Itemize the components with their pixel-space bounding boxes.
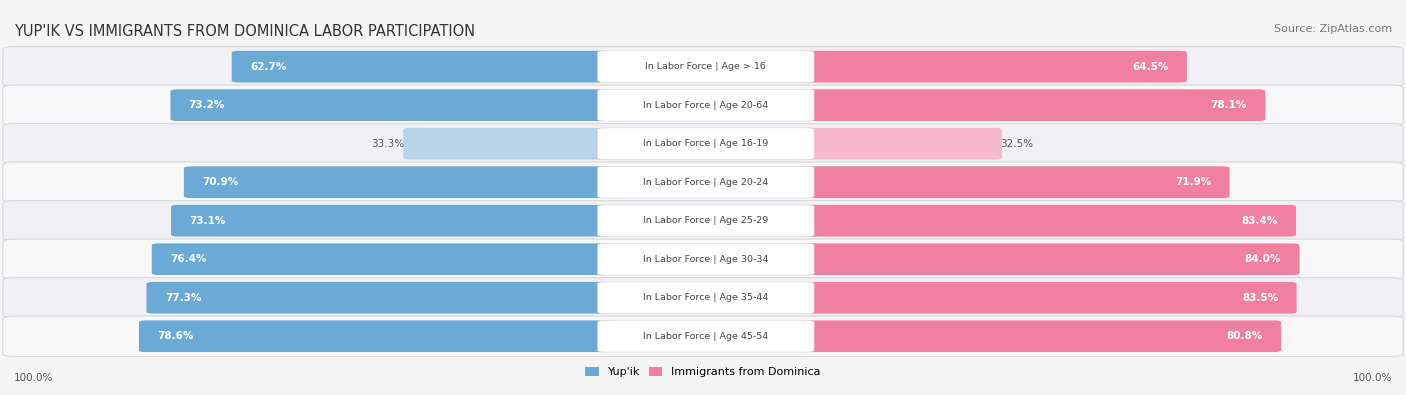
Text: 84.0%: 84.0%	[1244, 254, 1281, 264]
FancyBboxPatch shape	[800, 320, 1281, 352]
Text: 100.0%: 100.0%	[14, 373, 53, 383]
FancyBboxPatch shape	[139, 320, 612, 352]
FancyBboxPatch shape	[800, 166, 1230, 198]
Text: In Labor Force | Age 25-29: In Labor Force | Age 25-29	[643, 216, 769, 225]
Text: 77.3%: 77.3%	[165, 293, 201, 303]
Text: YUP'IK VS IMMIGRANTS FROM DOMINICA LABOR PARTICIPATION: YUP'IK VS IMMIGRANTS FROM DOMINICA LABOR…	[14, 24, 475, 39]
Text: 78.1%: 78.1%	[1211, 100, 1247, 110]
FancyBboxPatch shape	[598, 89, 814, 121]
FancyBboxPatch shape	[3, 316, 1403, 356]
FancyBboxPatch shape	[3, 47, 1403, 87]
FancyBboxPatch shape	[598, 205, 814, 237]
FancyBboxPatch shape	[800, 205, 1296, 237]
Text: In Labor Force | Age > 16: In Labor Force | Age > 16	[645, 62, 766, 71]
FancyBboxPatch shape	[598, 128, 814, 160]
Text: In Labor Force | Age 16-19: In Labor Force | Age 16-19	[643, 139, 769, 148]
Text: 83.5%: 83.5%	[1241, 293, 1278, 303]
Text: 76.4%: 76.4%	[170, 254, 207, 264]
Text: 83.4%: 83.4%	[1241, 216, 1278, 226]
FancyBboxPatch shape	[404, 128, 612, 160]
FancyBboxPatch shape	[800, 89, 1265, 121]
Text: 73.1%: 73.1%	[190, 216, 226, 226]
Text: 70.9%: 70.9%	[202, 177, 239, 187]
Text: 80.8%: 80.8%	[1226, 331, 1263, 341]
FancyBboxPatch shape	[3, 239, 1403, 279]
Text: 71.9%: 71.9%	[1175, 177, 1212, 187]
Text: In Labor Force | Age 35-44: In Labor Force | Age 35-44	[643, 293, 769, 302]
Text: 73.2%: 73.2%	[188, 100, 225, 110]
FancyBboxPatch shape	[172, 205, 612, 237]
Text: In Labor Force | Age 20-64: In Labor Force | Age 20-64	[643, 101, 769, 110]
Text: Source: ZipAtlas.com: Source: ZipAtlas.com	[1274, 24, 1392, 34]
FancyBboxPatch shape	[598, 320, 814, 352]
FancyBboxPatch shape	[598, 282, 814, 314]
Text: 33.3%: 33.3%	[371, 139, 405, 149]
Text: In Labor Force | Age 45-54: In Labor Force | Age 45-54	[643, 332, 769, 341]
Text: 32.5%: 32.5%	[1001, 139, 1033, 149]
FancyBboxPatch shape	[598, 51, 814, 83]
Text: In Labor Force | Age 20-24: In Labor Force | Age 20-24	[643, 178, 769, 187]
Text: 62.7%: 62.7%	[250, 62, 287, 71]
FancyBboxPatch shape	[598, 243, 814, 275]
FancyBboxPatch shape	[146, 282, 612, 314]
Legend: Yup'ik, Immigrants from Dominica: Yup'ik, Immigrants from Dominica	[581, 362, 825, 382]
FancyBboxPatch shape	[232, 51, 612, 83]
FancyBboxPatch shape	[184, 166, 612, 198]
FancyBboxPatch shape	[3, 278, 1403, 318]
FancyBboxPatch shape	[800, 243, 1299, 275]
FancyBboxPatch shape	[152, 243, 612, 275]
FancyBboxPatch shape	[598, 166, 814, 198]
FancyBboxPatch shape	[3, 162, 1403, 202]
Text: 78.6%: 78.6%	[157, 331, 194, 341]
FancyBboxPatch shape	[3, 124, 1403, 164]
FancyBboxPatch shape	[800, 51, 1187, 83]
FancyBboxPatch shape	[800, 128, 1002, 160]
Text: 64.5%: 64.5%	[1132, 62, 1168, 71]
FancyBboxPatch shape	[800, 282, 1296, 314]
FancyBboxPatch shape	[3, 201, 1403, 241]
FancyBboxPatch shape	[170, 89, 612, 121]
FancyBboxPatch shape	[3, 85, 1403, 125]
Text: 100.0%: 100.0%	[1353, 373, 1392, 383]
Text: In Labor Force | Age 30-34: In Labor Force | Age 30-34	[643, 255, 769, 264]
